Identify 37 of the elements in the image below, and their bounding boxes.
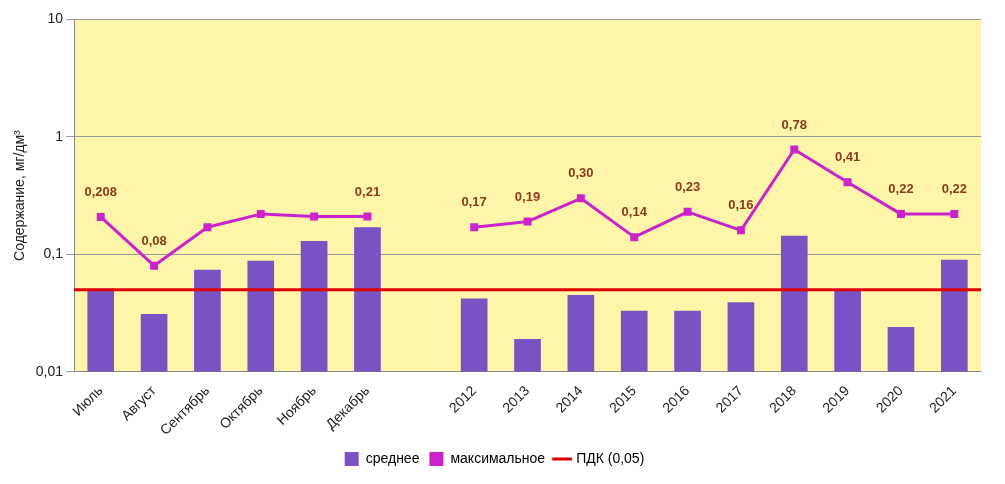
legend-label: ПДК (0,05): [576, 449, 645, 466]
y-tick-label: 0,01: [35, 362, 64, 379]
point: [96, 212, 105, 221]
data-label: 0,78: [781, 116, 807, 132]
y-axis-title: Содержание, мг/дм³: [11, 129, 28, 261]
data-label: 0,41: [834, 149, 861, 165]
point: [470, 223, 479, 232]
legend-label: среднее: [365, 449, 420, 466]
point: [203, 223, 212, 232]
point: [256, 210, 265, 219]
point: [683, 207, 692, 216]
data-label: 0,14: [621, 204, 648, 220]
data-label: 0,21: [354, 183, 381, 199]
data-label: 0,16: [728, 197, 754, 213]
data-label: 0,30: [568, 165, 594, 181]
data-label: 0,208: [84, 184, 117, 200]
data-label: 0,08: [141, 232, 167, 248]
legend-label: максимальное: [450, 449, 546, 466]
point: [363, 212, 372, 221]
y-tick-label: 0,1: [43, 245, 64, 262]
point: [310, 212, 319, 221]
data-label: 0,22: [888, 181, 914, 197]
point: [736, 226, 745, 235]
data-label: 0,22: [941, 181, 967, 197]
data-label: 0,19: [514, 188, 541, 204]
data-label: 0,17: [461, 194, 487, 210]
point: [950, 210, 959, 219]
point: [630, 233, 639, 242]
point: [523, 217, 532, 226]
point: [843, 178, 852, 187]
point: [897, 210, 905, 219]
y-tick-label: 1: [55, 127, 64, 144]
point: [150, 261, 159, 270]
point: [790, 145, 799, 154]
y-tick-label: 10: [47, 10, 64, 27]
data-label: 0,23: [674, 178, 701, 194]
point: [576, 194, 585, 203]
